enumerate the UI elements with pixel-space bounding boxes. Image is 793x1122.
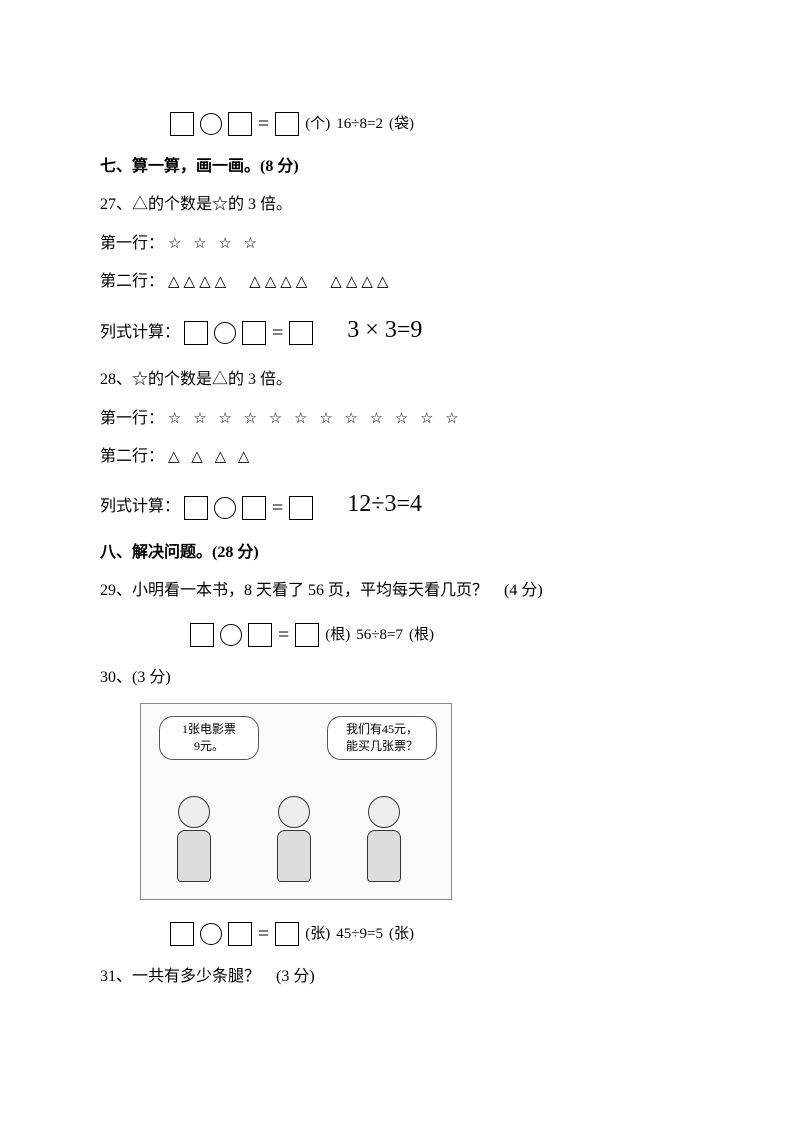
q28-answer: 12÷3=4 (347, 491, 422, 517)
unit-text: (根) (325, 617, 350, 653)
equals: = (272, 309, 283, 357)
box-icon (289, 321, 313, 345)
section-7-title: 七、算一算，画一画。(8 分) (100, 148, 693, 186)
q27-row1: 第一行： ☆ ☆ ☆ ☆ (100, 225, 693, 263)
box-icon (170, 922, 194, 946)
unit-text: (个) (305, 106, 330, 142)
answer-text: 45÷9=5 (336, 916, 383, 952)
box-icon (275, 112, 299, 136)
unit-text: (张) (305, 916, 330, 952)
q30-illustration: 1张电影票 9元。 我们有45元， 能买几张票？ (140, 703, 452, 900)
unit-text: (根) (409, 617, 434, 653)
q30-equation: = (张) 45÷9=5 (张) (170, 910, 693, 958)
q29-equation: = (根) 56÷8=7 (根) (190, 611, 693, 659)
star-symbols: ☆ ☆ ☆ ☆ (168, 236, 261, 252)
q27-answer: 3 × 3=9 (347, 317, 422, 343)
q27-row2: 第二行： △△△△ △△△△ △△△△ (100, 263, 693, 301)
equals: = (258, 100, 269, 148)
box-icon (228, 922, 252, 946)
box-icon (248, 623, 272, 647)
page: = (个) 16÷8=2 (袋) 七、算一算，画一画。(8 分) 27、△的个数… (0, 0, 793, 996)
q28-row2: 第二行： △ △ △ △ (100, 438, 693, 476)
equals: = (278, 611, 289, 659)
box-icon (242, 496, 266, 520)
box-icon (184, 496, 208, 520)
answer-text: 16÷8=2 (336, 106, 383, 142)
q30-text: 30、(3 分) (100, 659, 693, 697)
triangle-symbols: △ △ △ △ (168, 449, 253, 465)
circle-icon (200, 113, 222, 135)
box-icon (289, 496, 313, 520)
q27-calc: 列式计算： = 3 × 3=9 (100, 302, 693, 360)
q28-calc: 列式计算： = 12÷3=4 (100, 476, 693, 534)
unit-text: (袋) (389, 106, 414, 142)
circle-icon (200, 923, 222, 945)
box-icon (190, 623, 214, 647)
equation-top: = (个) 16÷8=2 (袋) (170, 100, 693, 148)
box-icon (295, 623, 319, 647)
answer-text: 56÷8=7 (356, 617, 403, 653)
equation-template: = (184, 484, 313, 532)
box-icon (170, 112, 194, 136)
section-8-title: 八、解决问题。(28 分) (100, 534, 693, 572)
box-icon (242, 321, 266, 345)
speech-bubble-1: 1张电影票 9元。 (159, 716, 259, 760)
speech-bubble-2: 我们有45元， 能买几张票？ (327, 716, 437, 760)
equals: = (258, 910, 269, 958)
circle-icon (214, 322, 236, 344)
q28-label: 28、☆的个数是△的 3 倍。 (100, 361, 693, 399)
person-icon (361, 796, 406, 891)
box-icon (184, 321, 208, 345)
q27-label: 27、△的个数是☆的 3 倍。 (100, 186, 693, 224)
triangle-symbols: △△△△ △△△△ △△△△ (168, 274, 392, 290)
person-icon (171, 796, 216, 891)
q31-text: 31、一共有多少条腿？ (3 分) (100, 958, 693, 996)
circle-icon (220, 624, 242, 646)
equals: = (272, 484, 283, 532)
q28-row1: 第一行： ☆ ☆ ☆ ☆ ☆ ☆ ☆ ☆ ☆ ☆ ☆ ☆ (100, 400, 693, 438)
equation-template: = (184, 309, 313, 357)
star-symbols: ☆ ☆ ☆ ☆ ☆ ☆ ☆ ☆ ☆ ☆ ☆ ☆ (168, 411, 463, 427)
box-icon (228, 112, 252, 136)
circle-icon (214, 497, 236, 519)
person-icon (271, 796, 316, 891)
q29-text: 29、小明看一本书，8 天看了 56 页，平均每天看几页？ (4 分) (100, 572, 693, 610)
box-icon (275, 922, 299, 946)
unit-text: (张) (389, 916, 414, 952)
